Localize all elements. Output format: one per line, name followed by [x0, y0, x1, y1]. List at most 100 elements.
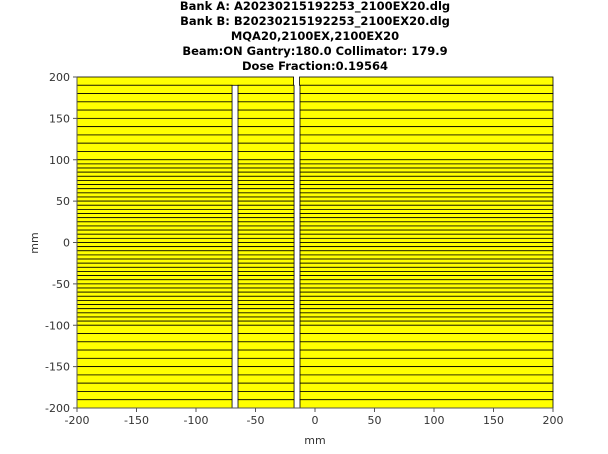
leaf: [237, 374, 295, 384]
leaf: [76, 93, 233, 103]
leaf: [299, 163, 554, 169]
leaf: [76, 300, 233, 305]
leaf: [299, 188, 554, 194]
leaf: [76, 192, 233, 198]
leaf: [299, 159, 554, 165]
leaf: [237, 204, 295, 210]
leaf: [76, 308, 233, 314]
leaf: [299, 126, 554, 136]
leaf: [299, 196, 554, 202]
leaf: [237, 399, 295, 409]
leaf: [237, 101, 295, 111]
leaf: [237, 291, 295, 297]
x-tick-label: 150: [483, 414, 504, 427]
leaf: [76, 242, 233, 248]
leaf: [76, 374, 233, 384]
leaf: [76, 159, 233, 165]
leaf: [237, 254, 295, 260]
leaf: [299, 184, 554, 190]
leaf: [237, 391, 295, 401]
leaf: [76, 171, 233, 177]
leaf: [299, 258, 554, 264]
x-tick-label: 200: [543, 414, 564, 427]
leaf: [237, 333, 295, 343]
leaf: [76, 382, 233, 392]
leaf: [237, 126, 295, 136]
title-line-beam: Beam:ON Gantry:180.0 Collimator: 179.9: [182, 44, 447, 58]
leaf: [299, 308, 554, 314]
leaf: [237, 258, 295, 264]
leaf: [237, 109, 295, 119]
leaf: [299, 225, 554, 231]
leaf: [237, 217, 295, 223]
x-tick-label: -50: [247, 414, 265, 427]
leaf: [299, 171, 554, 177]
leaf: [76, 341, 233, 351]
leaf: [237, 200, 295, 206]
leaf: [76, 246, 233, 252]
leaf: [237, 324, 295, 334]
leaf: [237, 308, 295, 314]
leaf: [237, 242, 295, 248]
leaf: [76, 229, 233, 235]
leaf: [76, 134, 233, 144]
leaf: [76, 84, 233, 94]
x-axis-label: mm: [304, 434, 325, 447]
leaf: [237, 151, 295, 161]
leaf: [237, 262, 295, 268]
leaf: [76, 221, 233, 227]
leaf: [299, 242, 554, 248]
leaf: [76, 295, 233, 301]
leaf: [76, 349, 233, 359]
leaf: [76, 204, 233, 210]
leaf: [76, 275, 233, 281]
leaf: [76, 262, 233, 268]
leaf: [76, 266, 233, 272]
x-tick-label: 50: [368, 414, 382, 427]
leaf: [299, 117, 554, 128]
title-line-machine: MQA20,2100EX,2100EX20: [231, 29, 399, 43]
leaf: [237, 341, 295, 351]
leaf: [76, 180, 233, 185]
x-tick-label: 100: [424, 414, 445, 427]
leaf: [299, 221, 554, 227]
leaf: [299, 291, 554, 297]
leaf: [76, 279, 233, 285]
leaf: [237, 275, 295, 281]
leaf: [76, 163, 233, 169]
leaf: [76, 142, 233, 152]
leaf: [299, 357, 554, 368]
leaf: [299, 213, 554, 219]
y-axis-label: mm: [28, 232, 41, 253]
leaf: [76, 324, 233, 334]
leaf: [237, 295, 295, 301]
leaf: [237, 279, 295, 285]
leaf: [237, 349, 295, 359]
leaf: [299, 283, 554, 289]
x-tick-label: -200: [65, 414, 90, 427]
leaf: [237, 300, 295, 305]
y-tick-label: 100: [49, 154, 70, 167]
leaf: [299, 271, 554, 276]
leaf: [299, 312, 554, 318]
leaf: [299, 246, 554, 252]
leaf: [299, 374, 554, 384]
leaf: [76, 117, 233, 128]
leaf: [237, 213, 295, 219]
leaf: [237, 304, 295, 310]
leaf: [76, 258, 233, 264]
leaf: [76, 184, 233, 190]
leaf: [237, 184, 295, 190]
leaf: [237, 134, 295, 144]
leaf: [299, 266, 554, 272]
leaf: [76, 287, 233, 293]
leaf: [299, 333, 554, 343]
leaf: [299, 233, 554, 239]
leaf: [237, 382, 295, 392]
leaf: [76, 320, 233, 326]
leaf: [237, 287, 295, 293]
x-tick-label: -100: [184, 414, 209, 427]
leaf: [299, 391, 554, 401]
leaf: [299, 349, 554, 359]
leaf: [237, 84, 295, 94]
